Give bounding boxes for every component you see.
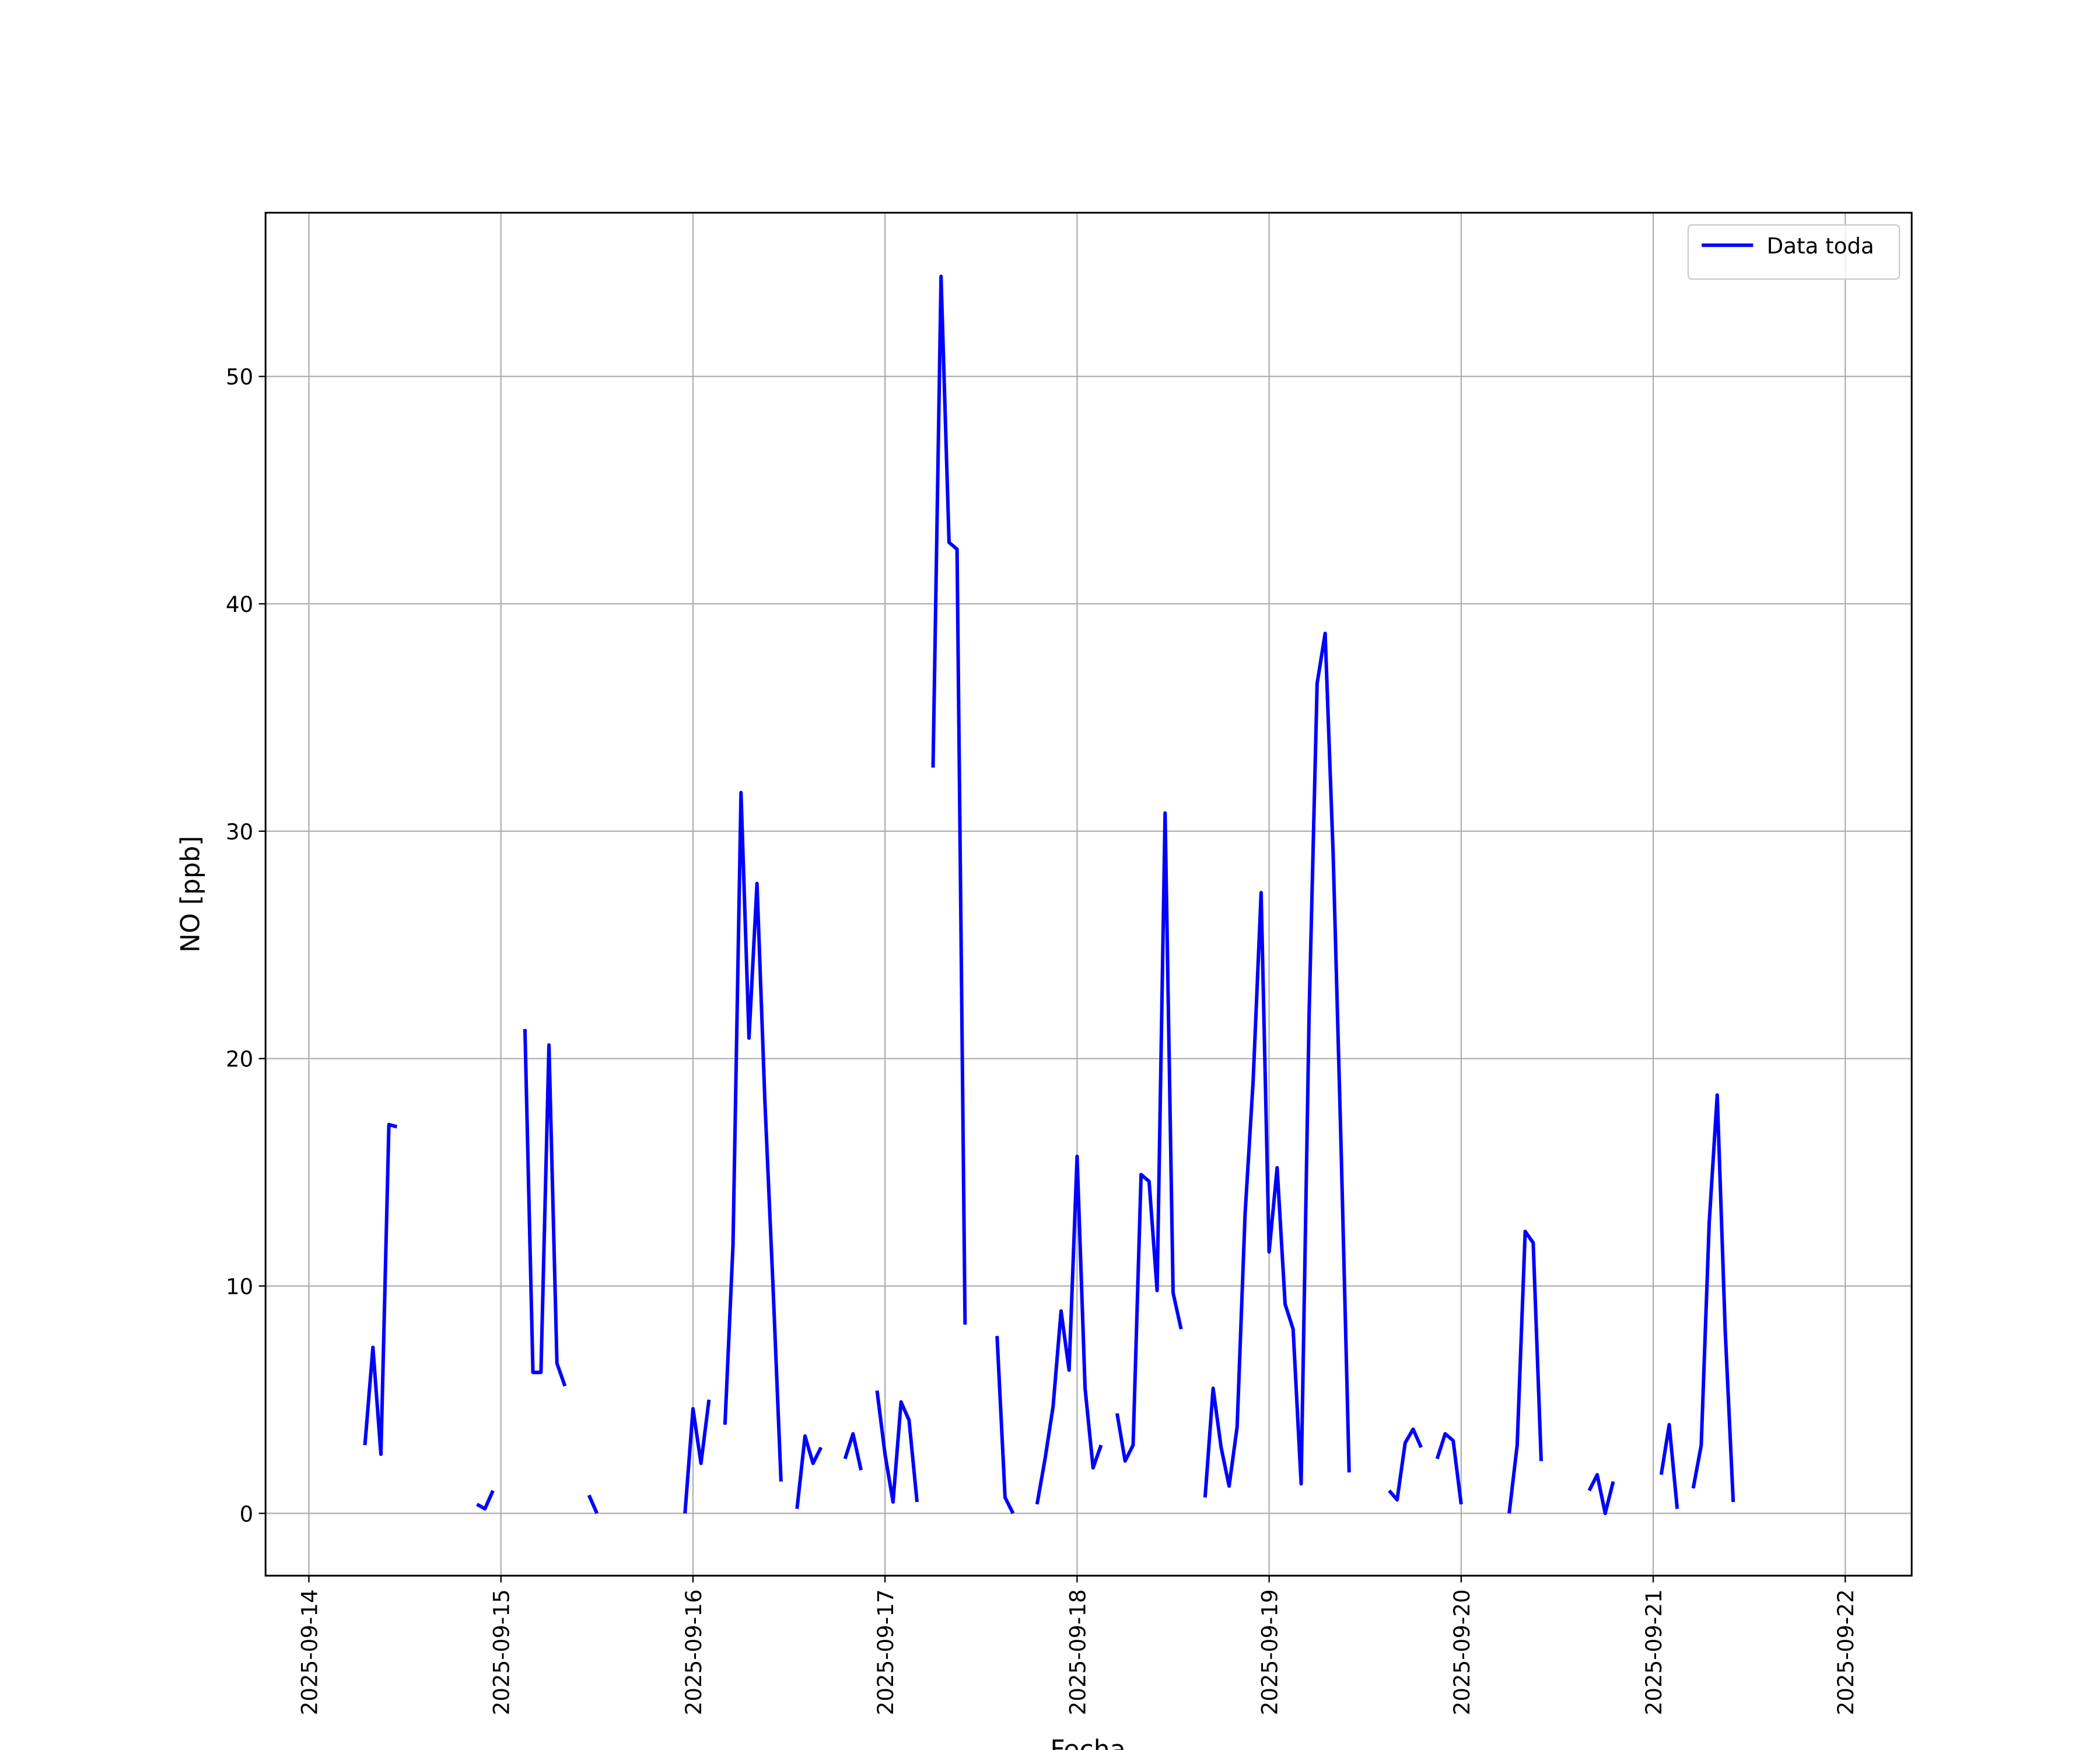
x-tick-label: 2025-09-18	[1065, 1589, 1090, 1715]
legend-label: Data toda	[1767, 233, 1874, 258]
x-tick-label: 2025-09-17	[873, 1589, 898, 1715]
x-tick-label: 2025-09-19	[1258, 1589, 1283, 1715]
x-tick-label: 2025-09-22	[1833, 1589, 1859, 1715]
x-tick-label: 2025-09-21	[1642, 1589, 1667, 1715]
data-line	[363, 274, 1735, 1516]
legend-box	[1687, 224, 1901, 280]
x-tick-label: 2025-09-20	[1450, 1589, 1475, 1715]
legend: Data toda	[1687, 224, 1901, 280]
y-tick-label: 20	[226, 1047, 253, 1072]
y-tick-label: 30	[226, 820, 253, 845]
x-tick-label: 2025-09-16	[681, 1589, 706, 1715]
y-tick-label: 0	[240, 1502, 254, 1527]
x-axis-label: Fecha	[1050, 1735, 1125, 1750]
y-tick-label: 10	[226, 1274, 253, 1299]
y-tick-label: 40	[226, 592, 253, 617]
plot-frame	[264, 212, 1913, 1577]
x-tick-label: 2025-09-15	[489, 1589, 514, 1715]
y-tick-label: 50	[226, 365, 253, 390]
x-tick-label: 2025-09-14	[297, 1589, 322, 1715]
y-axis-label: NO [ppb]	[176, 836, 205, 953]
